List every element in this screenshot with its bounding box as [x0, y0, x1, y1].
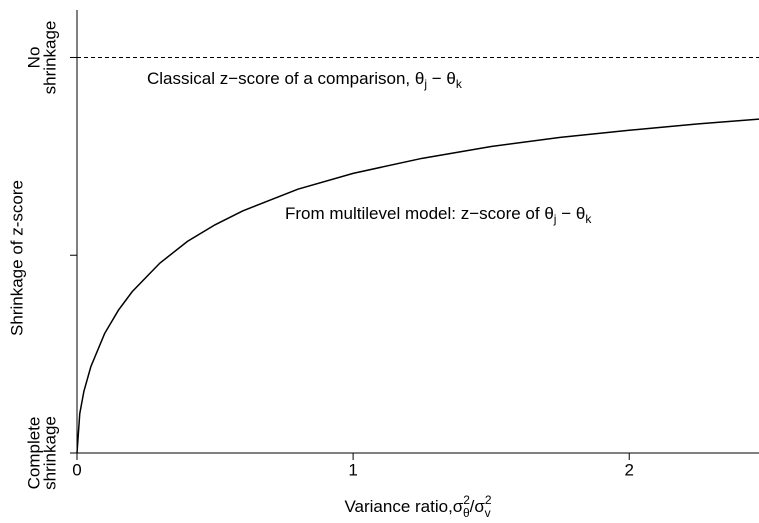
- x-tick-label: 1: [348, 460, 357, 479]
- y-tick-label: shrinkage: [40, 21, 59, 95]
- annotation: From multilevel model: z−score of θj − θ…: [285, 204, 592, 226]
- annotation: Classical z−score of a comparison, θj − …: [147, 69, 463, 91]
- x-tick-label: 2: [624, 460, 633, 479]
- y-tick-label: shrinkage: [40, 416, 59, 490]
- y-axis-label: Shrinkage of z-score: [7, 180, 26, 336]
- curve: [76, 118, 759, 454]
- x-axis-label: Variance ratio,σ2 θ/σ2 v: [344, 493, 491, 520]
- y-tick-label: No: [24, 47, 43, 69]
- x-tick-label: 0: [72, 460, 81, 479]
- y-tick-label: Complete: [24, 417, 43, 490]
